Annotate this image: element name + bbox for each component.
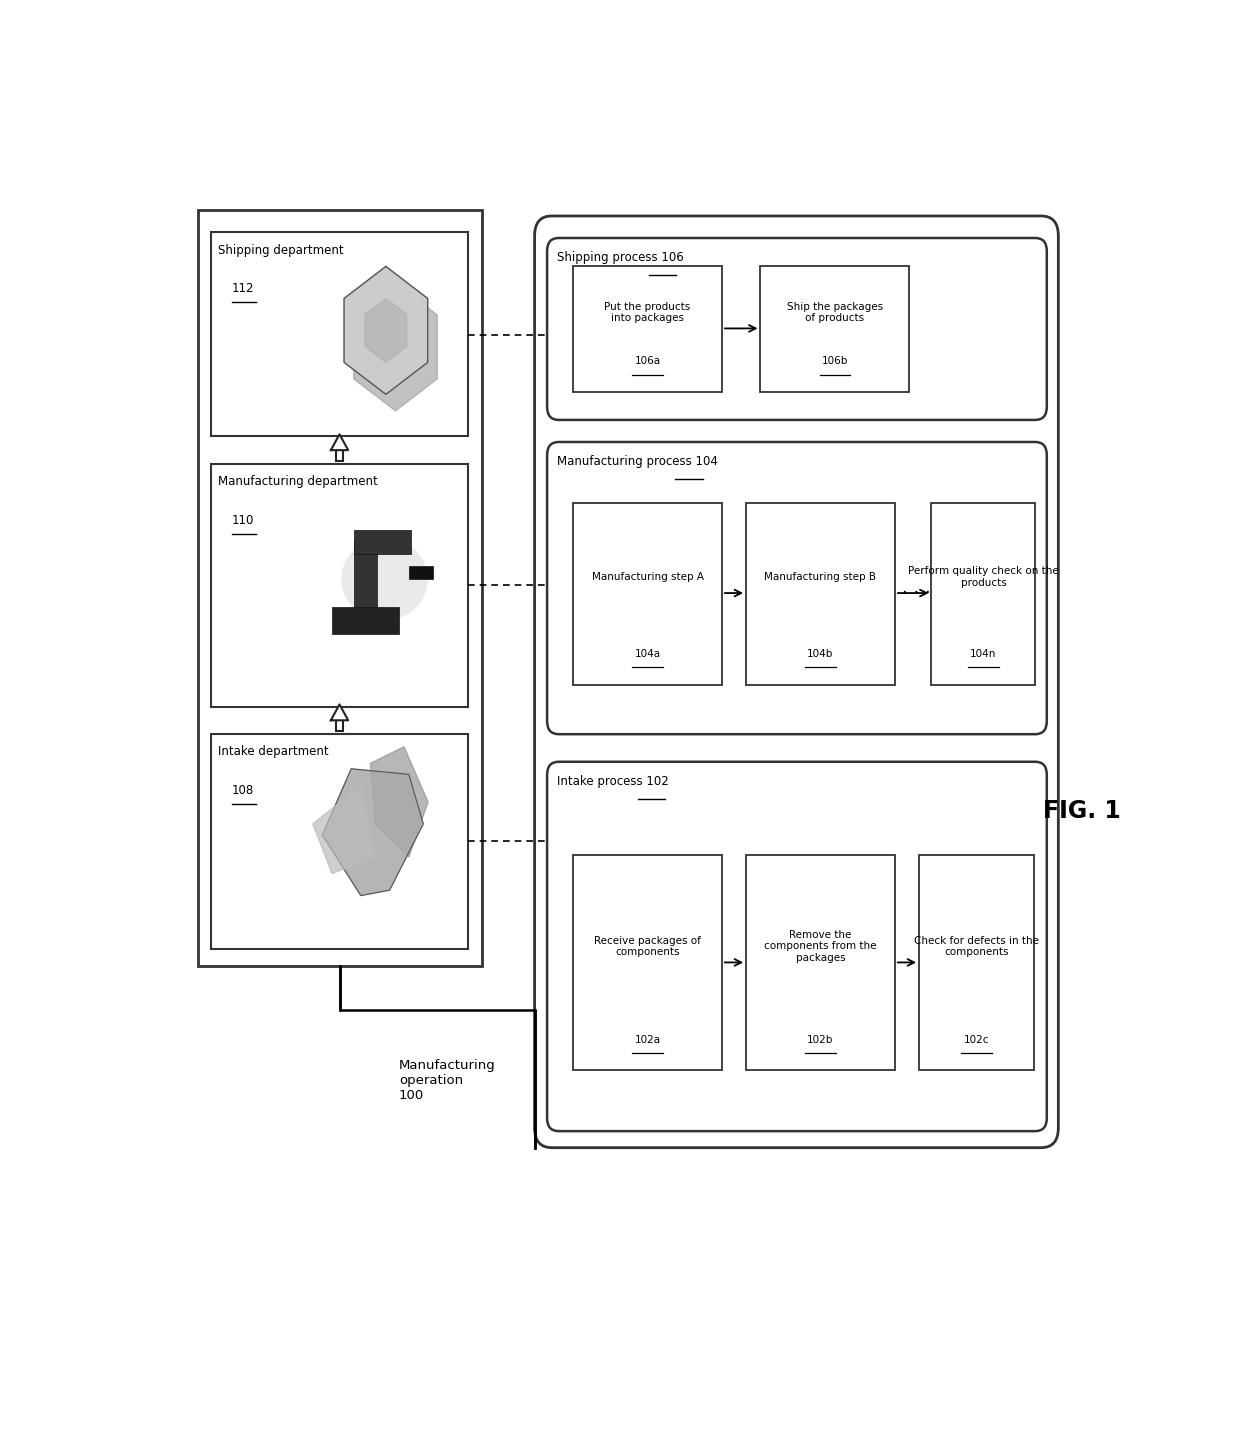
- Text: Ship the packages
of products: Ship the packages of products: [787, 302, 883, 324]
- Text: 102a: 102a: [635, 1034, 661, 1044]
- Bar: [211, 464, 469, 706]
- Text: Intake process 102: Intake process 102: [557, 775, 668, 788]
- Bar: [408, 566, 433, 579]
- FancyBboxPatch shape: [547, 762, 1047, 1131]
- Bar: [760, 265, 909, 392]
- Polygon shape: [343, 266, 428, 394]
- Bar: [931, 503, 1035, 684]
- Ellipse shape: [341, 538, 428, 620]
- Polygon shape: [322, 769, 423, 895]
- Text: Remove the
components from the
packages: Remove the components from the packages: [764, 929, 877, 964]
- FancyBboxPatch shape: [534, 216, 1059, 1147]
- Text: 110: 110: [232, 514, 254, 527]
- Bar: [919, 855, 1034, 1071]
- Text: Perform quality check on the
products: Perform quality check on the products: [908, 566, 1059, 589]
- Bar: [353, 530, 412, 554]
- Bar: [746, 503, 895, 684]
- Text: 102b: 102b: [807, 1034, 833, 1044]
- Text: 104a: 104a: [635, 649, 661, 659]
- Text: 106b: 106b: [822, 357, 848, 367]
- Bar: [746, 855, 895, 1071]
- Bar: [573, 503, 722, 684]
- Text: Intake department: Intake department: [218, 745, 329, 758]
- Bar: [211, 735, 469, 949]
- Text: 108: 108: [232, 783, 254, 796]
- Polygon shape: [331, 705, 348, 720]
- Text: 102c: 102c: [963, 1034, 990, 1044]
- Bar: [336, 720, 343, 730]
- Bar: [573, 265, 722, 392]
- Text: 104b: 104b: [807, 649, 833, 659]
- Text: Manufacturing process 104: Manufacturing process 104: [557, 455, 718, 468]
- Text: Put the products
into packages: Put the products into packages: [604, 302, 691, 324]
- Text: Shipping department: Shipping department: [218, 243, 343, 256]
- Polygon shape: [312, 785, 376, 874]
- Polygon shape: [331, 434, 348, 450]
- Text: Manufacturing
operation
100: Manufacturing operation 100: [399, 1060, 496, 1103]
- Text: Manufacturing department: Manufacturing department: [218, 475, 378, 488]
- Polygon shape: [365, 298, 407, 362]
- Text: FIG. 1: FIG. 1: [1044, 799, 1121, 823]
- Text: 112: 112: [232, 282, 254, 295]
- Text: Manufacturing step A: Manufacturing step A: [591, 571, 703, 581]
- Text: Check for defects in the
components: Check for defects in the components: [914, 935, 1039, 957]
- Text: Manufacturing step B: Manufacturing step B: [765, 571, 877, 581]
- Bar: [353, 540, 377, 607]
- Bar: [198, 211, 481, 965]
- Text: 106a: 106a: [635, 357, 661, 367]
- Text: Shipping process 106: Shipping process 106: [557, 251, 683, 265]
- Bar: [336, 450, 343, 461]
- FancyBboxPatch shape: [547, 442, 1047, 735]
- Bar: [211, 232, 469, 437]
- Polygon shape: [353, 284, 438, 411]
- Bar: [573, 855, 722, 1071]
- Text: · · ·: · · ·: [901, 584, 930, 601]
- Bar: [331, 607, 399, 634]
- Text: Receive packages of
components: Receive packages of components: [594, 935, 701, 957]
- Polygon shape: [371, 746, 428, 856]
- FancyBboxPatch shape: [547, 238, 1047, 420]
- Text: 104n: 104n: [970, 649, 997, 659]
